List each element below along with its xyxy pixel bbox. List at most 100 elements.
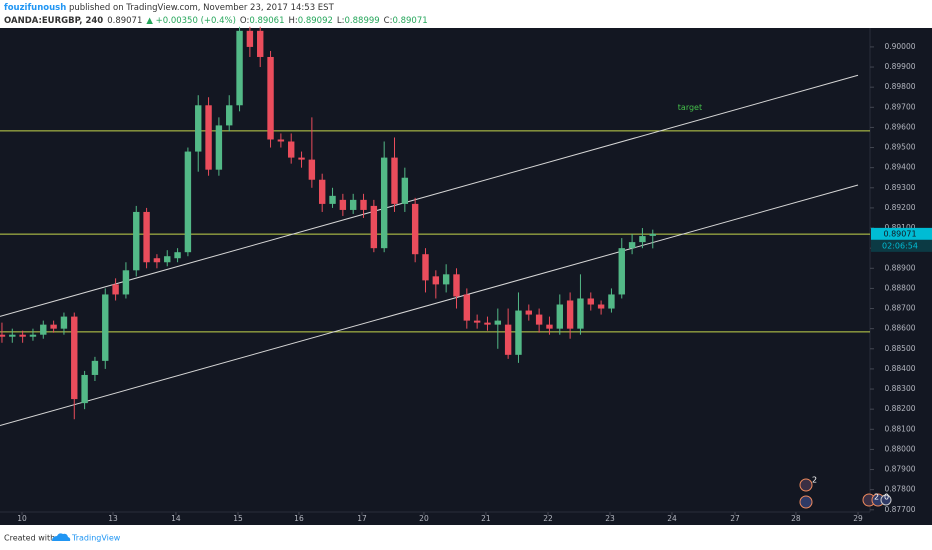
candle-body [597,304,605,309]
candle-body [515,310,522,355]
candle-body [442,274,450,285]
candle-body [546,324,553,329]
y-tick-label: 0.89300 [884,183,915,192]
candle-body [329,195,336,204]
candle-body [246,30,254,47]
candle-body [215,125,223,170]
symbol: OANDA:EURGBP, 240 [4,16,103,26]
x-tick-label: 20 [419,514,429,523]
ohlc-value: 0.88999 [345,16,380,26]
candle-body [195,105,202,152]
candle-body [102,294,109,361]
ohlc-label: O: [240,16,249,26]
countdown-box [871,239,932,252]
x-tick-label: 28 [791,514,801,523]
x-tick-label: 14 [171,514,181,523]
candle-body [370,205,378,249]
change: ▲ +0.00350 (+0.4%) [146,16,236,26]
x-tick-label: 17 [357,514,367,523]
candle-body [277,139,285,142]
candle-body [91,360,99,375]
candle-body [236,30,243,106]
event-badge[interactable] [799,495,813,509]
header-line: fouzifunoush published on TradingView.co… [4,3,335,13]
ohlc-value: 0.89071 [392,16,427,26]
y-tick-label: 0.89100 [884,223,915,232]
candle-body [566,300,574,329]
y-tick-label: 0.88000 [884,444,915,453]
ohlc-label: C: [384,16,393,26]
event-badges: 2 2 0 [799,476,892,509]
candle-body [318,179,326,204]
y-tick-label: 0.87900 [884,465,915,474]
x-tick-label: 24 [667,514,677,523]
candle-body [81,374,88,404]
footer-created: Created with [4,534,55,543]
y-tick-label: 0.89400 [884,163,915,172]
candle-body [0,334,6,337]
y-tick-label: 0.88300 [884,384,915,393]
y-tick-label: 0.87700 [884,505,915,514]
candle-body [453,274,460,297]
candle-body [639,236,646,243]
badge-count: 2 [874,493,879,502]
x-tick-label: 16 [294,514,304,523]
candle-body [122,270,130,295]
candle-body [50,324,57,329]
x-tick-label: 29 [853,514,863,523]
candle-body [143,211,150,263]
x-tick-label: 13 [108,514,118,523]
annotation: target [678,103,702,112]
ohlc-value: 0.89092 [298,16,333,26]
event-badge[interactable] [880,494,892,506]
candle-body [401,177,409,204]
candle-body [360,199,367,210]
y-tick-label: 0.89600 [884,122,915,131]
author[interactable]: fouzifunoush [4,3,66,13]
candle-body [257,30,264,57]
candle-body [649,233,656,236]
x-tick-label: 21 [481,514,491,523]
candle-body [133,211,140,271]
candle-body [19,334,26,337]
chart-background [0,28,932,525]
candle-body [432,276,440,285]
candle-body [71,316,78,400]
candle-body [608,294,615,309]
candle-body [164,256,171,263]
candle-body [535,314,543,325]
y-tick-label: 0.88900 [884,263,915,272]
x-tick-label: 15 [233,514,243,523]
candle-body [174,252,181,259]
candle-body [205,105,212,170]
candle-body [556,304,563,329]
event-badge[interactable] [799,478,813,492]
candle-body [267,56,274,140]
candle-body [226,105,233,126]
symbol-line: OANDA:EURGBP, 240 0.89071 ▲ +0.00350 (+0.4… [4,16,428,26]
y-tick-label: 0.88700 [884,304,915,313]
candle-body [29,334,37,337]
last-price-label: 0.89071 [883,229,916,238]
y-tick-label: 0.90000 [884,42,915,51]
last-price-box [871,227,932,240]
candle-body [473,320,481,323]
candle-body [422,254,429,281]
footer-brand[interactable]: TradingView [71,534,121,543]
y-tick-label: 0.87800 [884,485,915,494]
y-tick-label: 0.88400 [884,364,915,373]
x-tick-label: 23 [605,514,615,523]
candle-body [504,324,512,355]
candle-body [339,199,347,210]
ohlc-label: L: [337,16,345,26]
countdown-label: 02:06:54 [882,241,918,250]
plot: 0.87700 0.87800 0.87900 0.88000 0.88100 0.882… [0,26,932,523]
candle-body [463,294,471,321]
x-tick-label: 22 [543,514,553,523]
y-tick-label: 0.89700 [884,102,915,111]
badge-count: 0 [884,493,889,502]
trend-line [0,184,859,426]
candle-body [288,141,295,158]
candle-body [411,203,419,255]
